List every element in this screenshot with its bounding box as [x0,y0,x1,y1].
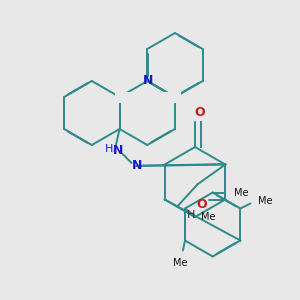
Text: Me: Me [234,188,248,197]
Text: N: N [112,145,123,158]
Text: N: N [143,74,154,88]
Text: Me: Me [173,259,187,269]
Text: O: O [196,198,207,211]
Text: N: N [131,160,142,172]
Text: Me: Me [258,196,273,206]
Text: H: H [104,144,113,154]
Text: Me: Me [201,212,215,221]
Text: H: H [187,209,196,220]
Text: O: O [195,106,205,119]
